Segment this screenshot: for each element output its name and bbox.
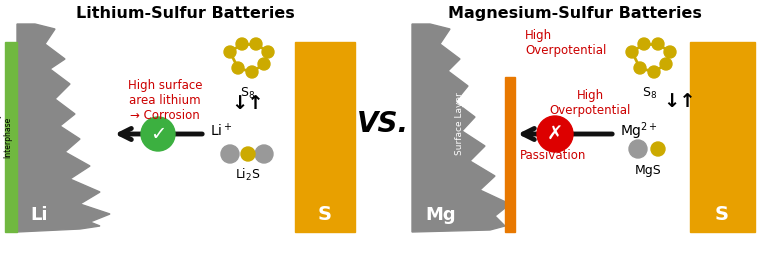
Text: ✗: ✗: [547, 125, 563, 144]
Bar: [5, 42, 17, 232]
Bar: [690, 42, 755, 232]
Text: MgS: MgS: [635, 164, 661, 177]
Circle shape: [648, 66, 660, 78]
Circle shape: [629, 140, 647, 158]
Circle shape: [255, 145, 273, 163]
Text: S: S: [715, 205, 729, 224]
Circle shape: [634, 62, 646, 74]
Polygon shape: [412, 24, 510, 232]
Circle shape: [236, 38, 248, 50]
Text: Passivation: Passivation: [520, 149, 587, 162]
Text: S$_8$: S$_8$: [241, 86, 255, 101]
Text: S: S: [318, 205, 332, 224]
Circle shape: [232, 62, 244, 74]
Text: Mg$^{2+}$: Mg$^{2+}$: [620, 120, 658, 142]
Text: Li$^+$: Li$^+$: [210, 122, 232, 140]
Text: Solid Electrolyte
Interphase: Solid Electrolyte Interphase: [0, 106, 13, 168]
Circle shape: [141, 117, 175, 151]
Circle shape: [652, 38, 664, 50]
Text: ↓↑: ↓↑: [664, 92, 696, 111]
Text: Surface Layer: Surface Layer: [456, 93, 465, 155]
Text: Lithium-Sulfur Batteries: Lithium-Sulfur Batteries: [75, 6, 294, 21]
Text: ✓: ✓: [150, 125, 166, 144]
Text: Magnesium-Sulfur Batteries: Magnesium-Sulfur Batteries: [448, 6, 702, 21]
Circle shape: [651, 142, 665, 156]
Bar: [505, 77, 515, 232]
Polygon shape: [17, 24, 110, 232]
Circle shape: [258, 58, 270, 70]
Circle shape: [638, 38, 650, 50]
Text: High surface
area lithium
→ Corrosion: High surface area lithium → Corrosion: [128, 79, 202, 122]
Circle shape: [246, 66, 258, 78]
Text: S$_8$: S$_8$: [642, 86, 658, 101]
Circle shape: [660, 58, 672, 70]
Circle shape: [626, 46, 638, 58]
Circle shape: [241, 147, 255, 161]
Text: High
Overpotential: High Overpotential: [549, 89, 631, 117]
Text: Li$_2$S: Li$_2$S: [235, 167, 261, 183]
Circle shape: [224, 46, 236, 58]
Circle shape: [262, 46, 274, 58]
Text: High
Overpotential: High Overpotential: [525, 29, 607, 57]
Circle shape: [221, 145, 239, 163]
Text: ↓↑: ↓↑: [232, 94, 264, 113]
Circle shape: [250, 38, 262, 50]
Text: Li: Li: [30, 206, 47, 224]
Text: VS.: VS.: [357, 110, 409, 138]
Circle shape: [664, 46, 676, 58]
Circle shape: [537, 116, 573, 152]
Bar: [295, 42, 355, 232]
Text: Mg: Mg: [425, 206, 456, 224]
